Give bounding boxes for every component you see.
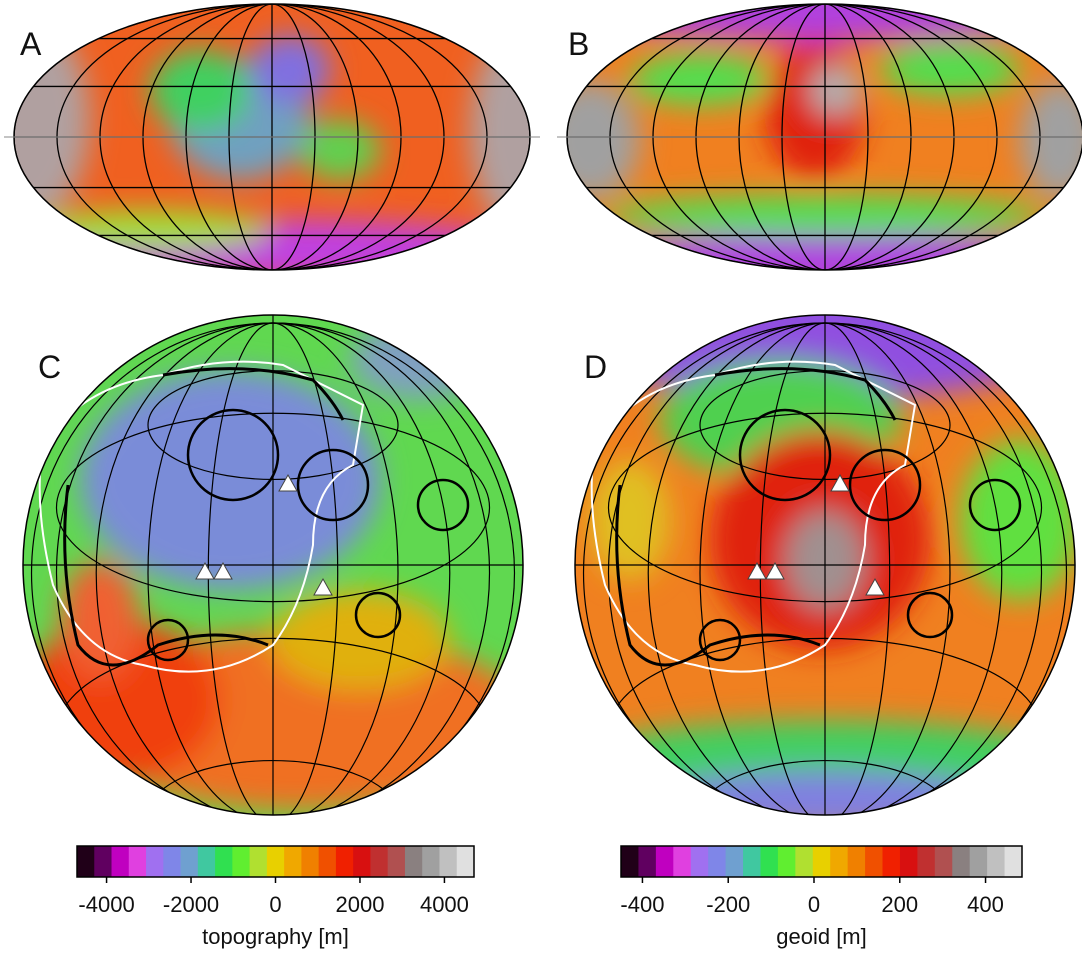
colorbar-cell: [900, 846, 918, 877]
colorbar-cell: [422, 846, 440, 877]
colorbar-cell: [935, 846, 953, 877]
colorbar-cell: [917, 846, 935, 877]
colorbar-cell: [163, 846, 181, 877]
colorbar-cell: [813, 846, 831, 877]
colorbar-cell: [370, 846, 388, 877]
colorbar-cell: [319, 846, 337, 877]
colorbar-cell: [457, 846, 475, 877]
panel-label: A: [20, 26, 42, 62]
colorbar-cell: [760, 846, 778, 877]
color-blob: [300, 120, 380, 180]
colorbar-cell: [301, 846, 319, 877]
colorbar-cell: [743, 846, 761, 877]
color-blob: [630, 55, 770, 105]
colorbar: -4000 -2000 0 2000 4000 topography [m]: [77, 846, 475, 949]
colorbar-tick-label: 4000: [420, 892, 469, 917]
colorbar-tick-label: 400: [967, 892, 1004, 917]
colorbar-cell: [353, 846, 371, 877]
colorbar-cell: [284, 846, 302, 877]
panel-label: C: [38, 349, 61, 385]
colorbar-cell: [691, 846, 709, 877]
colorbar-tick-label: 2000: [335, 892, 384, 917]
map-panel: [0, 2, 570, 280]
color-blob: [565, 232, 1082, 292]
panel-label: D: [584, 349, 607, 385]
colorbar-cell: [1005, 846, 1023, 877]
colorbar-cell: [146, 846, 164, 877]
color-blob: [80, 370, 380, 590]
colorbar-cell: [112, 846, 130, 877]
colorbar-tick-label: -2000: [163, 892, 219, 917]
colorbar-cell: [77, 846, 95, 877]
colorbar-cell: [883, 846, 901, 877]
colorbar-label: topography [m]: [202, 924, 349, 949]
colorbar-cell: [673, 846, 691, 877]
colorbar-cell: [621, 846, 639, 877]
colorbar-cell: [388, 846, 406, 877]
color-blob: [350, 320, 490, 400]
map-panel: [540, 0, 1082, 292]
colorbar-cell: [181, 846, 199, 877]
map-panel: [20, 315, 530, 869]
maps: [0, 0, 1082, 869]
panel-label: B: [568, 26, 589, 62]
colorbar-cell: [656, 846, 674, 877]
colorbar-label: geoid [m]: [776, 924, 867, 949]
colorbar-cell: [129, 846, 147, 877]
colorbar-tick-label: -4000: [78, 892, 134, 917]
color-blob: [470, 30, 570, 230]
colorbar-tick-label: 200: [881, 892, 918, 917]
color-blob: [810, 65, 860, 115]
colorbar-tick-label: -400: [620, 892, 664, 917]
color-blob: [540, 80, 640, 200]
colorbar-cell: [795, 846, 813, 877]
colorbar-cell: [865, 846, 883, 877]
color-blob: [250, 35, 330, 105]
colorbar-cell: [267, 846, 285, 877]
colorbar-cell: [94, 846, 112, 877]
color-field: [575, 280, 1080, 830]
colorbar-cell: [250, 846, 268, 877]
colorbar-tick-label: -200: [706, 892, 750, 917]
colorbar-cell: [952, 846, 970, 877]
colorbar-cell: [638, 846, 656, 877]
colorbar-cell: [405, 846, 423, 877]
color-blob: [880, 45, 1020, 95]
colorbar-cell: [848, 846, 866, 877]
colorbar-cell: [726, 846, 744, 877]
colorbar-cell: [198, 846, 216, 877]
colorbar: -400 -200 0 200 400 geoid [m]: [620, 846, 1022, 949]
colorbar-cell: [970, 846, 988, 877]
colorbar-tick-label: 0: [269, 892, 281, 917]
colorbar-cell: [778, 846, 796, 877]
colorbar-cell: [232, 846, 250, 877]
map-panel: [575, 280, 1080, 869]
colorbar-tick-label: 0: [808, 892, 820, 917]
colorbar-cell: [439, 846, 457, 877]
colorbar-cell: [987, 846, 1005, 877]
colorbar-cell: [215, 846, 233, 877]
figure: A B C D -4000-2000020004000topography [m…: [0, 0, 1082, 953]
colorbar-cell: [708, 846, 726, 877]
colorbar-cell: [830, 846, 848, 877]
colorbar-cell: [336, 846, 354, 877]
color-blob: [565, 0, 1082, 40]
